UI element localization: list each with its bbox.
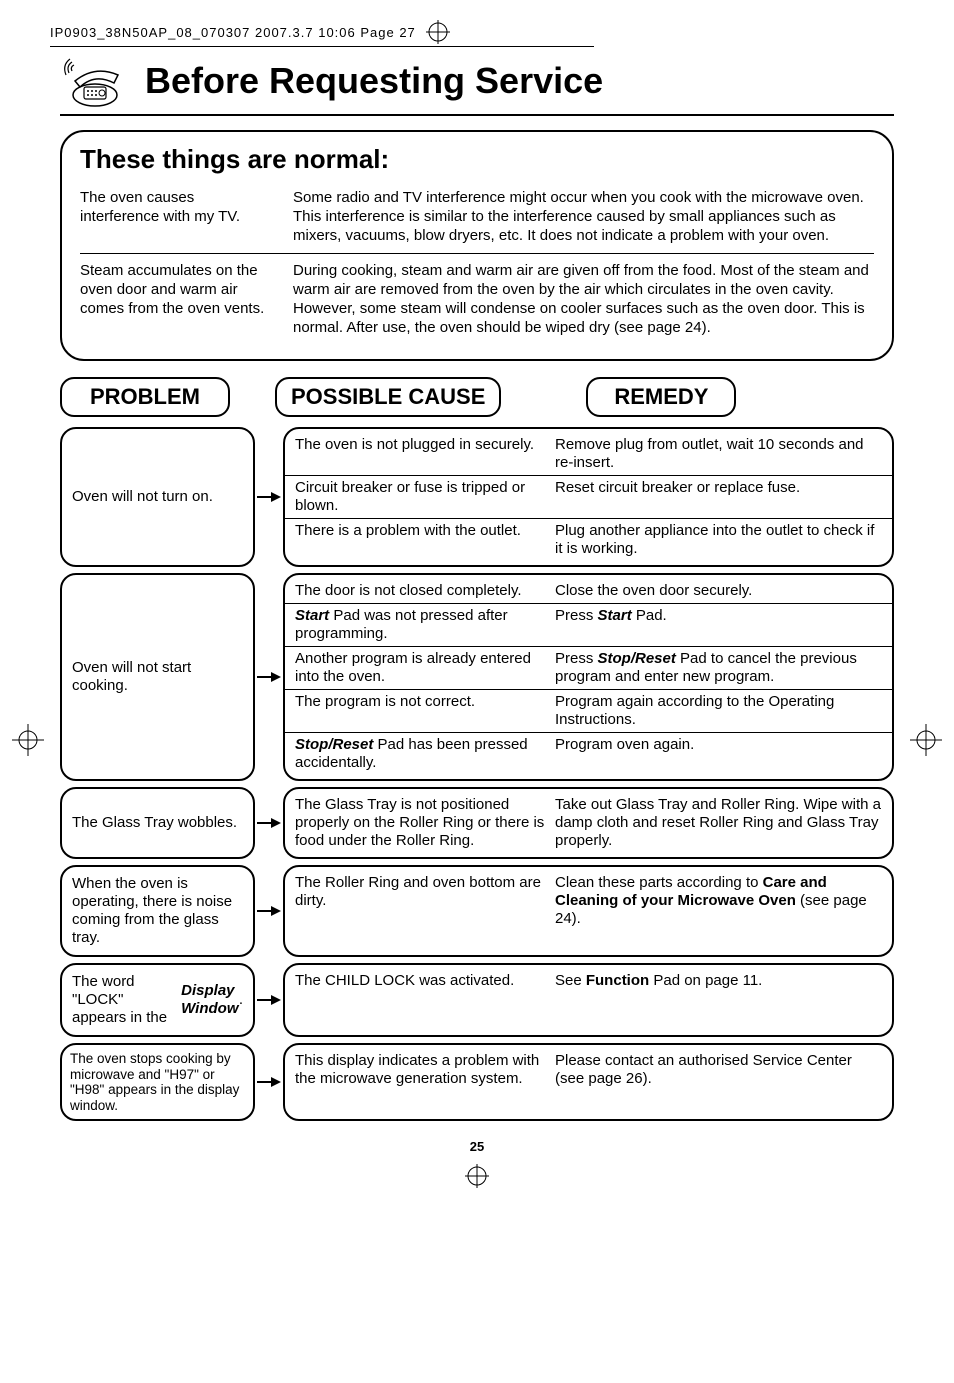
- cause-remedy-box: This display indicates a problem with th…: [283, 1043, 894, 1121]
- trouble-row: Oven will not start cooking. The door is …: [60, 573, 894, 781]
- cause-remedy-box: The CHILD LOCK was activated.See Functio…: [283, 963, 894, 1037]
- header-remedy: REMEDY: [586, 377, 736, 417]
- cause-cell: Another program is already entered into …: [295, 650, 555, 686]
- arrow-icon: [257, 1075, 281, 1089]
- normal-row-body: Some radio and TV interference might occ…: [293, 189, 874, 245]
- normal-row: The oven causes interference with my TV.…: [80, 181, 874, 253]
- bottom-crop-mark: [60, 1164, 894, 1193]
- remedy-cell: Please contact an authorised Service Cen…: [555, 1052, 882, 1088]
- cause-cell: This display indicates a problem with th…: [295, 1052, 555, 1088]
- cause-remedy-row: Start Pad was not pressed after programm…: [285, 603, 892, 646]
- arrow-icon: [257, 816, 281, 830]
- cause-remedy-row: The program is not correct.Program again…: [285, 689, 892, 732]
- crop-header-text: IP0903_38N50AP_08_070307 2007.3.7 10:06 …: [50, 25, 416, 40]
- title-row: Before Requesting Service: [60, 53, 894, 116]
- trouble-row: The word "LOCK" appears in the Display W…: [60, 963, 894, 1037]
- crop-mark-icon: [465, 1164, 489, 1188]
- problem-box: The word "LOCK" appears in the Display W…: [60, 963, 255, 1037]
- cause-cell: Stop/Reset Pad has been pressed accident…: [295, 736, 555, 772]
- cause-cell: The Roller Ring and oven bottom are dirt…: [295, 874, 555, 928]
- remedy-cell: Reset circuit breaker or replace fuse.: [555, 479, 882, 515]
- remedy-cell: Remove plug from outlet, wait 10 seconds…: [555, 436, 882, 472]
- normal-row-heading: The oven causes interference with my TV.: [80, 189, 275, 245]
- header-problem: PROBLEM: [60, 377, 230, 417]
- cause-remedy-row: The Roller Ring and oven bottom are dirt…: [285, 871, 892, 931]
- crop-mark-left: [8, 720, 48, 760]
- cause-remedy-row: Another program is already entered into …: [285, 646, 892, 689]
- normal-section-title: These things are normal:: [80, 144, 874, 175]
- problem-box: When the oven is operating, there is noi…: [60, 865, 255, 957]
- cause-remedy-row: This display indicates a problem with th…: [285, 1049, 892, 1091]
- cause-remedy-row: The oven is not plugged in securely.Remo…: [285, 433, 892, 475]
- arrow-cell: [255, 787, 283, 859]
- problem-box: The oven stops cooking by microwave and …: [60, 1043, 255, 1121]
- arrow-cell: [255, 963, 283, 1037]
- trouble-row: When the oven is operating, there is noi…: [60, 865, 894, 957]
- remedy-cell: Close the oven door securely.: [555, 582, 882, 600]
- remedy-cell: Program again according to the Operating…: [555, 693, 882, 729]
- problem-box: Oven will not start cooking.: [60, 573, 255, 781]
- cause-cell: There is a problem with the outlet.: [295, 522, 555, 558]
- cause-remedy-row: Circuit breaker or fuse is tripped or bl…: [285, 475, 892, 518]
- cause-cell: The door is not closed completely.: [295, 582, 555, 600]
- cause-cell: Start Pad was not pressed after programm…: [295, 607, 555, 643]
- remedy-cell: See Function Pad on page 11.: [555, 972, 882, 990]
- cause-remedy-box: The oven is not plugged in securely.Remo…: [283, 427, 894, 567]
- arrow-cell: [255, 1043, 283, 1121]
- trouble-row: Oven will not turn on. The oven is not pl…: [60, 427, 894, 567]
- remedy-cell: Program oven again.: [555, 736, 882, 772]
- cause-remedy-row: Stop/Reset Pad has been pressed accident…: [285, 732, 892, 775]
- cause-remedy-box: The Glass Tray is not positioned properl…: [283, 787, 894, 859]
- arrow-icon: [257, 993, 281, 1007]
- header-rule: [50, 46, 594, 47]
- cause-remedy-box: The door is not closed completely.Close …: [283, 573, 894, 781]
- arrow-cell: [255, 573, 283, 781]
- cause-remedy-row: The CHILD LOCK was activated.See Functio…: [285, 969, 892, 993]
- normal-section: These things are normal: The oven causes…: [60, 130, 894, 361]
- remedy-cell: Take out Glass Tray and Roller Ring. Wip…: [555, 796, 882, 850]
- cause-cell: The Glass Tray is not positioned properl…: [295, 796, 555, 850]
- trouble-headers: PROBLEM POSSIBLE CAUSE REMEDY: [60, 377, 894, 417]
- trouble-row: The Glass Tray wobbles. The Glass Tray is…: [60, 787, 894, 859]
- problem-box: The Glass Tray wobbles.: [60, 787, 255, 859]
- cause-cell: The program is not correct.: [295, 693, 555, 729]
- trouble-row: The oven stops cooking by microwave and …: [60, 1043, 894, 1121]
- cause-remedy-row: The door is not closed completely.Close …: [285, 579, 892, 603]
- cause-remedy-box: The Roller Ring and oven bottom are dirt…: [283, 865, 894, 957]
- phone-icon: [60, 53, 130, 108]
- cause-cell: The oven is not plugged in securely.: [295, 436, 555, 472]
- arrow-icon: [257, 904, 281, 918]
- normal-row-heading: Steam accumulates on the oven door and w…: [80, 262, 275, 337]
- crop-mark-right: [906, 720, 946, 760]
- cause-remedy-row: There is a problem with the outlet.Plug …: [285, 518, 892, 561]
- arrow-icon: [257, 490, 281, 504]
- remedy-cell: Press Start Pad.: [555, 607, 882, 643]
- normal-row: Steam accumulates on the oven door and w…: [80, 253, 874, 345]
- arrow-icon: [257, 670, 281, 684]
- crop-mark-icon: [426, 20, 450, 44]
- crop-header: IP0903_38N50AP_08_070307 2007.3.7 10:06 …: [50, 20, 894, 44]
- page-title: Before Requesting Service: [145, 60, 603, 102]
- remedy-cell: Clean these parts according to Care and …: [555, 874, 882, 928]
- problem-box: Oven will not turn on.: [60, 427, 255, 567]
- cause-cell: Circuit breaker or fuse is tripped or bl…: [295, 479, 555, 515]
- cause-cell: The CHILD LOCK was activated.: [295, 972, 555, 990]
- arrow-cell: [255, 427, 283, 567]
- remedy-cell: Plug another appliance into the outlet t…: [555, 522, 882, 558]
- page-number: 25: [60, 1139, 894, 1154]
- header-cause: POSSIBLE CAUSE: [275, 377, 501, 417]
- cause-remedy-row: The Glass Tray is not positioned properl…: [285, 793, 892, 853]
- normal-row-body: During cooking, steam and warm air are g…: [293, 262, 874, 337]
- remedy-cell: Press Stop/Reset Pad to cancel the previ…: [555, 650, 882, 686]
- arrow-cell: [255, 865, 283, 957]
